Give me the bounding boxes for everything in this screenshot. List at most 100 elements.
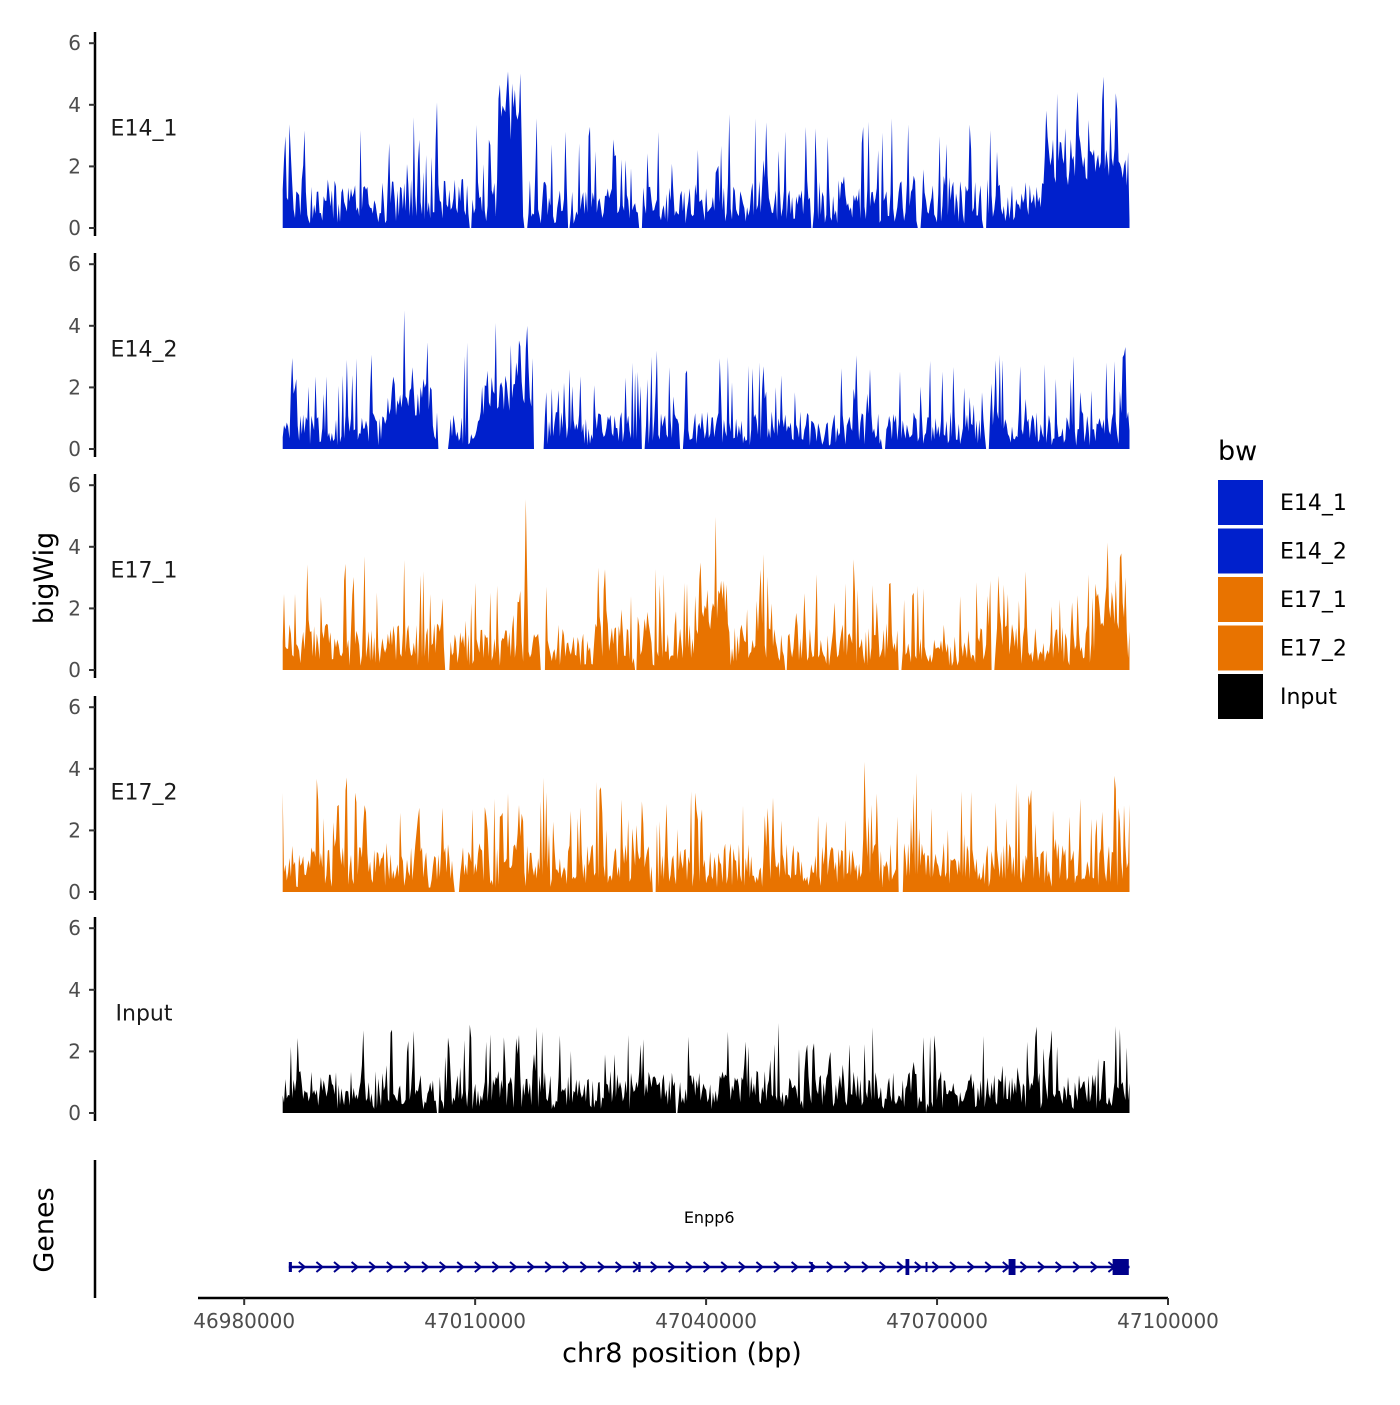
coverage-area-E17_2 bbox=[282, 761, 1130, 892]
y-tick-label: 4 bbox=[68, 93, 81, 117]
y-tick-label: 4 bbox=[68, 978, 81, 1002]
coverage-tracks: 0 2 4 6 E14_1 0 2 4 6 E14_2 0 2 4 6 E17_1 0 2 4 6 E17_2 0 2 4 6… bbox=[68, 31, 1130, 1125]
gene-name-label: Enpp6 bbox=[684, 1208, 735, 1227]
y-tick-label: 0 bbox=[68, 880, 81, 904]
y-tick-label: 0 bbox=[68, 216, 81, 240]
strand-arrow bbox=[685, 1261, 694, 1273]
y-tick-label: 0 bbox=[68, 658, 81, 682]
strand-arrow bbox=[544, 1261, 553, 1273]
gene-exon bbox=[638, 1262, 641, 1272]
legend-swatch-E14_2 bbox=[1218, 528, 1263, 574]
y-tick-label: 0 bbox=[68, 437, 81, 461]
x-tick-label: 47010000 bbox=[424, 1309, 526, 1333]
legend-label-E17_2: E17_2 bbox=[1280, 637, 1347, 662]
gene-exon bbox=[1008, 1259, 1016, 1275]
strand-arrow bbox=[350, 1261, 360, 1273]
strand-arrow bbox=[421, 1261, 430, 1273]
y-tick-label: 6 bbox=[68, 473, 81, 497]
strand-arrow bbox=[1072, 1261, 1081, 1273]
track-label: E14_1 bbox=[111, 117, 178, 142]
gene-exon bbox=[905, 1259, 910, 1275]
coverage-area-E14_2 bbox=[282, 310, 1130, 449]
strand-arrow bbox=[474, 1261, 483, 1273]
strand-arrow bbox=[579, 1261, 588, 1273]
strand-arrow bbox=[843, 1261, 852, 1273]
strand-arrow bbox=[403, 1261, 412, 1273]
strand-arrow bbox=[333, 1261, 342, 1273]
track-label: Input bbox=[116, 1002, 173, 1027]
y-tick-label: 4 bbox=[68, 314, 81, 338]
y-tick-label: 2 bbox=[68, 375, 81, 399]
track-E14_1: 0 2 4 6 E14_1 bbox=[68, 31, 1130, 240]
strand-arrow bbox=[896, 1261, 905, 1273]
strand-arrow bbox=[298, 1261, 307, 1273]
genes-panel-title: Genes bbox=[29, 1187, 60, 1272]
y-tick-label: 2 bbox=[68, 818, 81, 842]
gene-exon bbox=[810, 1262, 813, 1272]
strand-arrow bbox=[949, 1261, 958, 1273]
strand-arrow bbox=[650, 1261, 659, 1273]
x-tick-label: 47100000 bbox=[1117, 1309, 1219, 1333]
strand-arrow bbox=[773, 1261, 782, 1273]
strand-arrow bbox=[738, 1261, 747, 1273]
track-label: E17_2 bbox=[111, 781, 178, 806]
strand-arrow bbox=[966, 1261, 976, 1273]
coverage-area-E14_1 bbox=[282, 71, 1130, 228]
legend-label-Input: Input bbox=[1280, 685, 1337, 710]
legend-label-E14_1: E14_1 bbox=[1280, 491, 1347, 516]
strand-arrow bbox=[878, 1261, 888, 1273]
strand-arrow bbox=[720, 1261, 729, 1273]
y-tick-label: 2 bbox=[68, 596, 81, 620]
strand-arrow bbox=[562, 1261, 571, 1273]
legend-label-E17_1: E17_1 bbox=[1280, 588, 1347, 613]
y-tick-label: 6 bbox=[68, 252, 81, 276]
strand-arrow bbox=[667, 1261, 676, 1273]
strand-arrow bbox=[914, 1261, 923, 1273]
strand-arrow bbox=[315, 1261, 324, 1273]
strand-arrow bbox=[931, 1261, 940, 1273]
strand-arrow bbox=[755, 1261, 764, 1273]
y-tick-label: 2 bbox=[68, 154, 81, 178]
gene-track: Enpp6 bbox=[93, 1160, 1130, 1298]
gene-exon bbox=[288, 1262, 292, 1272]
legend-swatch-E17_1 bbox=[1218, 577, 1263, 622]
y-tick-label: 4 bbox=[68, 535, 81, 559]
legend-title: bw bbox=[1218, 436, 1257, 467]
legend: bw E14_1 E14_2 E17_1 E17_2 Input bbox=[1218, 436, 1347, 719]
strand-arrow bbox=[597, 1261, 606, 1273]
y-tick-label: 6 bbox=[68, 695, 81, 719]
legend-swatch-Input bbox=[1218, 674, 1263, 719]
strand-arrow bbox=[438, 1261, 448, 1273]
strand-arrow bbox=[614, 1261, 624, 1273]
strand-arrow bbox=[386, 1261, 395, 1273]
y-tick-label: 0 bbox=[68, 1101, 81, 1125]
track-Input: 0 2 4 6 Input bbox=[68, 916, 1130, 1125]
strand-arrow bbox=[984, 1261, 993, 1273]
x-tick-label: 47070000 bbox=[886, 1309, 988, 1333]
coverage-area-Input bbox=[282, 1023, 1130, 1113]
strand-arrow bbox=[491, 1261, 500, 1273]
track-E17_1: 0 2 4 6 E17_1 bbox=[68, 473, 1130, 682]
strand-arrow bbox=[790, 1261, 800, 1273]
legend-label-E14_2: E14_2 bbox=[1280, 540, 1347, 565]
strand-arrow bbox=[1090, 1261, 1099, 1273]
x-axis: 46980000 47010000 47040000 47070000 47100000 bbox=[193, 1296, 1219, 1333]
strand-arrow bbox=[368, 1261, 377, 1273]
coverage-area-E17_1 bbox=[282, 499, 1130, 670]
strand-arrow bbox=[456, 1261, 465, 1273]
legend-swatch-E14_1 bbox=[1218, 480, 1263, 525]
strand-arrow bbox=[861, 1261, 870, 1273]
y-tick-label: 6 bbox=[68, 916, 81, 940]
strand-arrow bbox=[1054, 1261, 1064, 1273]
legend-swatch-E17_2 bbox=[1218, 625, 1263, 671]
track-label: E14_2 bbox=[111, 338, 178, 363]
strand-arrow bbox=[1037, 1261, 1046, 1273]
gene-exon bbox=[1112, 1259, 1129, 1275]
strand-arrow bbox=[509, 1261, 518, 1273]
y-tick-label: 4 bbox=[68, 757, 81, 781]
y-tick-label: 2 bbox=[68, 1039, 81, 1063]
track-E14_2: 0 2 4 6 E14_2 bbox=[68, 252, 1130, 461]
x-tick-label: 46980000 bbox=[193, 1309, 295, 1333]
